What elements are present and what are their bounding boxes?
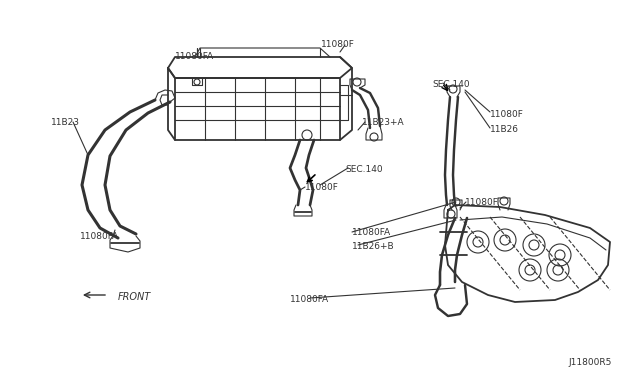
Text: 11080FA: 11080FA <box>291 295 330 304</box>
Text: 11B23+A: 11B23+A <box>362 118 404 127</box>
Text: 11080FA: 11080FA <box>352 228 391 237</box>
Text: 11080F: 11080F <box>305 183 339 192</box>
Text: 11080F: 11080F <box>490 110 524 119</box>
Text: 11B23: 11B23 <box>51 118 79 127</box>
Text: 11B26+B: 11B26+B <box>352 242 395 251</box>
Text: SEC.140: SEC.140 <box>345 165 383 174</box>
Text: J11800R5: J11800R5 <box>568 358 612 367</box>
Text: 11080FA: 11080FA <box>81 232 120 241</box>
Text: 11080F: 11080F <box>465 198 499 207</box>
Text: SEC.140: SEC.140 <box>432 80 470 89</box>
Text: FRONT: FRONT <box>118 292 151 302</box>
Text: 11B26: 11B26 <box>490 125 519 134</box>
Text: 11080F: 11080F <box>321 40 355 49</box>
Text: 11080FA: 11080FA <box>175 52 214 61</box>
